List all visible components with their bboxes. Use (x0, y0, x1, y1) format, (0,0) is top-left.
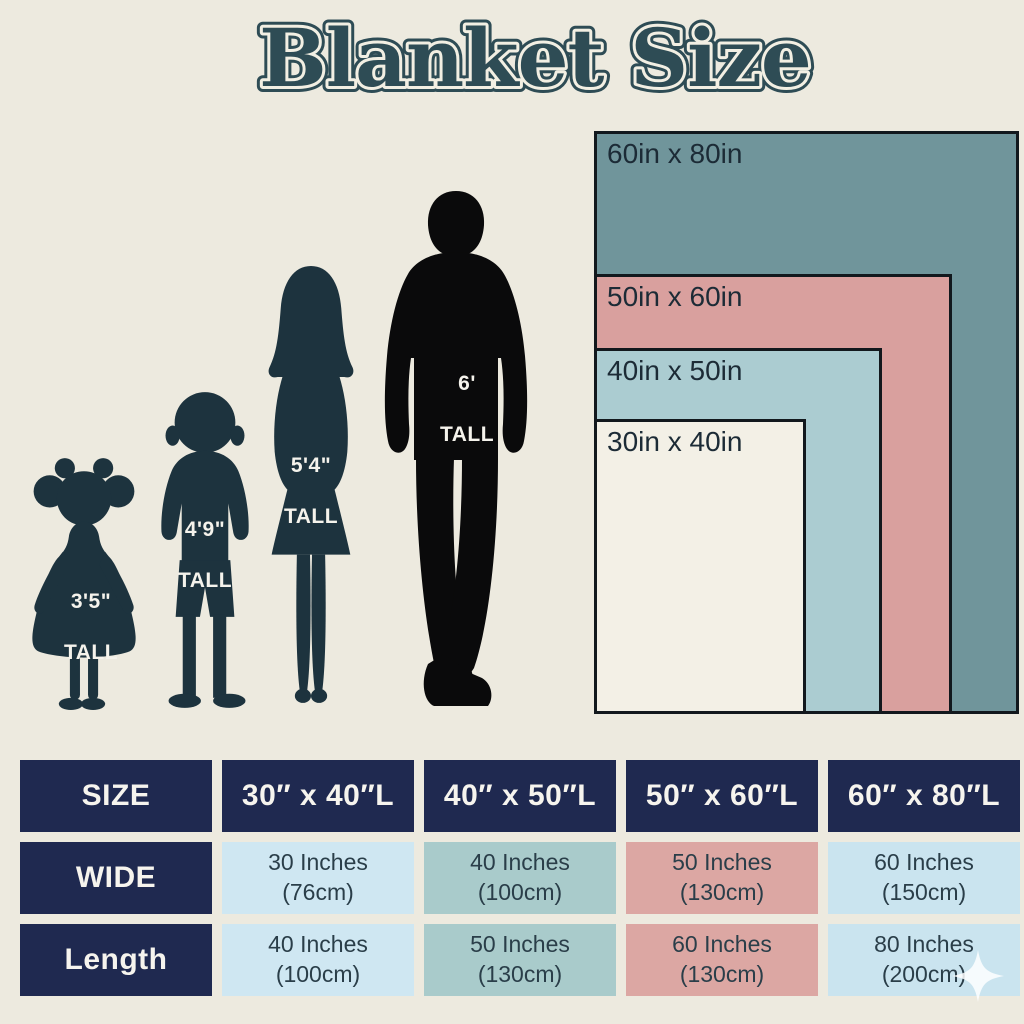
length-cm: (100cm) (275, 961, 361, 987)
wide-inches: 30 Inches (268, 849, 368, 876)
wide-cm: (76cm) (282, 879, 354, 905)
girl-tall-text: TALL (63, 640, 119, 664)
length-cm: (130cm) (679, 961, 765, 987)
wide-cm: (130cm) (679, 879, 765, 905)
table-wide-cell: 50 Inches (130cm) (626, 842, 818, 914)
table-wide-cell: 40 Inches (100cm) (424, 842, 616, 914)
length-cm: (200cm) (881, 961, 967, 987)
woman-tall-text: TALL (283, 504, 339, 528)
boy-silhouette-icon (161, 392, 249, 708)
length-inches: 80 Inches (874, 931, 974, 958)
table-length-cell: 60 Inches (130cm) (626, 924, 818, 996)
length-inches: 40 Inches (268, 931, 368, 958)
woman-height-value: 5'4" (290, 454, 332, 478)
table-size-cell: 30″ x 40″L (222, 760, 414, 832)
girl-silhouette: 3'5" TALL (24, 446, 144, 714)
blanket-rect-label: 50in x 60in (607, 281, 743, 312)
length-cm: (130cm) (477, 961, 563, 987)
page-title-text: Blanket Size (259, 11, 811, 105)
man-tall-text: TALL (439, 422, 495, 446)
table-row-header-length: Length (20, 924, 212, 996)
table-size-cell: 50″ x 60″L (626, 760, 818, 832)
man-silhouette-icon (384, 191, 528, 706)
boy-height-value: 4'9" (184, 518, 226, 542)
blanket-rect-label: 30in x 40in (607, 426, 743, 457)
table-wide-cell: 60 Inches (150cm) (828, 842, 1020, 914)
blanket-rect-label: 60in x 80in (607, 138, 743, 169)
man-height-label: 6' TALL (370, 346, 544, 447)
girl-height-label: 3'5" TALL (24, 564, 144, 665)
table-row-header-wide: WIDE (20, 842, 212, 914)
boy-height-label: 4'9" TALL (148, 492, 262, 593)
sparkle-icon (952, 950, 1004, 1002)
girl-silhouette-icon (32, 458, 136, 710)
length-inches: 60 Inches (672, 931, 772, 958)
man-silhouette: 6' TALL (370, 186, 544, 715)
wide-cm: (100cm) (477, 879, 563, 905)
wide-inches: 50 Inches (672, 849, 772, 876)
page-title-inline: Blanket Size (259, 11, 811, 105)
wide-inches: 40 Inches (470, 849, 570, 876)
woman-silhouette-icon (268, 266, 354, 703)
woman-silhouette: 5'4" TALL (249, 260, 373, 714)
table-length-cell: 50 Inches (130cm) (424, 924, 616, 996)
table-length-cell: 80 Inches (200cm) (828, 924, 1020, 996)
wide-inches: 60 Inches (874, 849, 974, 876)
table-size-cell: 40″ x 50″L (424, 760, 616, 832)
woman-height-label: 5'4" TALL (249, 428, 373, 529)
page-title-outline: Blanket Size (259, 11, 811, 105)
size-table: SIZE 30″ x 40″L 40″ x 50″L 50″ x 60″L 60… (20, 760, 1020, 996)
table-size-cell: 60″ x 80″L (828, 760, 1020, 832)
girl-height-value: 3'5" (70, 590, 112, 614)
length-inches: 50 Inches (470, 931, 570, 958)
table-wide-cell: 30 Inches (76cm) (222, 842, 414, 914)
boy-tall-text: TALL (177, 568, 233, 592)
table-row-header-size: SIZE (20, 760, 212, 832)
boy-silhouette: 4'9" TALL (148, 380, 262, 714)
wide-cm: (150cm) (881, 879, 967, 905)
page-title: Blanket Size Blanket Size Blanket Size (253, 5, 818, 111)
table-length-cell: 40 Inches (100cm) (222, 924, 414, 996)
blanket-rect-label: 40in x 50in (607, 355, 743, 386)
man-height-value: 6' (458, 372, 476, 396)
blanket-rect-30x40: 30in x 40in (594, 419, 806, 714)
